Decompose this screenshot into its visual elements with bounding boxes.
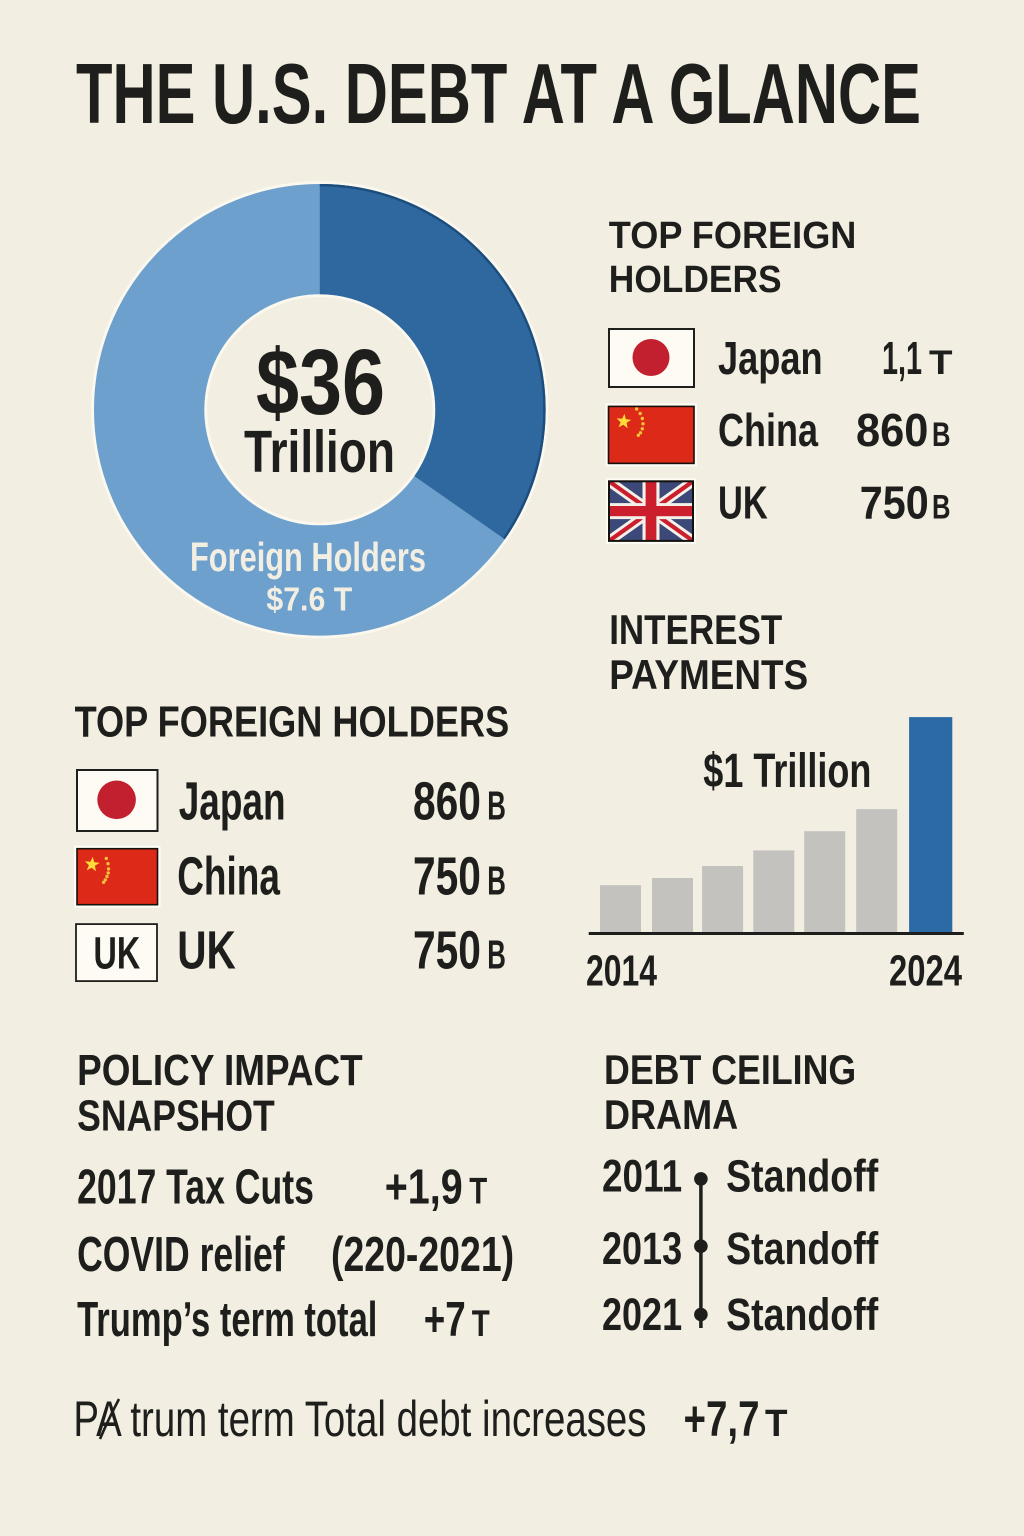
svg-text:POLICY IMPACT: POLICY IMPACT — [77, 1046, 363, 1095]
svg-text:2021: 2021 — [602, 1289, 682, 1340]
svg-text:750: 750 — [860, 477, 929, 529]
svg-text:B: B — [932, 416, 951, 454]
svg-text:China: China — [718, 404, 818, 456]
svg-text:$36: $36 — [256, 330, 385, 434]
svg-text:2013: 2013 — [602, 1223, 682, 1274]
svg-text:Japan: Japan — [718, 332, 823, 384]
svg-text:DRAMA: DRAMA — [604, 1091, 738, 1138]
svg-text:B: B — [932, 489, 951, 527]
svg-text:Japan: Japan — [179, 773, 286, 832]
svg-text:Trillion: Trillion — [244, 419, 395, 485]
svg-text:Foreign Holders: Foreign Holders — [190, 534, 426, 580]
svg-text:(220-2021): (220-2021) — [331, 1228, 514, 1282]
svg-text:860: 860 — [856, 404, 928, 456]
svg-text:THE U.S. DEBT AT A GLANCE: THE U.S. DEBT AT A GLANCE — [76, 47, 921, 142]
svg-text:UK: UK — [177, 921, 236, 980]
svg-text:+1,9: +1,9 — [385, 1161, 463, 1215]
svg-text:PA trum term Total debt increa: PA trum term Total debt increases — [73, 1391, 646, 1447]
svg-text:T: T — [765, 1403, 788, 1445]
svg-text:750: 750 — [413, 848, 481, 907]
svg-text:Standoff: Standoff — [726, 1150, 879, 1201]
svg-text:DEBT CEILING: DEBT CEILING — [604, 1046, 856, 1093]
svg-text:860: 860 — [413, 773, 481, 832]
svg-text:Trump’s term total: Trump’s term total — [77, 1293, 377, 1347]
svg-text:T: T — [472, 1303, 490, 1344]
svg-text:SNAPSHOT: SNAPSHOT — [77, 1091, 275, 1140]
svg-text:Standoff: Standoff — [726, 1289, 879, 1340]
svg-text:2017 Tax Cuts: 2017 Tax Cuts — [77, 1161, 314, 1215]
svg-text:2011: 2011 — [602, 1150, 682, 1201]
svg-text:+7,7: +7,7 — [684, 1391, 760, 1447]
svg-text:$1 Trillion: $1 Trillion — [703, 745, 871, 798]
svg-text:1,1: 1,1 — [882, 332, 922, 384]
svg-text:T: T — [469, 1171, 487, 1212]
svg-text:750: 750 — [413, 921, 481, 980]
svg-text:B: B — [487, 783, 506, 829]
svg-text:B: B — [487, 931, 506, 977]
svg-text:+7: +7 — [424, 1293, 466, 1347]
svg-text:T: T — [929, 344, 953, 382]
svg-text:2024: 2024 — [889, 946, 962, 995]
svg-text:2014: 2014 — [586, 946, 657, 995]
svg-text:China: China — [177, 848, 281, 907]
svg-text:INTEREST: INTEREST — [609, 606, 782, 653]
svg-text:TOP FOREIGN HOLDERS: TOP FOREIGN HOLDERS — [75, 697, 510, 746]
svg-text:Standoff: Standoff — [726, 1223, 879, 1274]
svg-text:UK: UK — [94, 928, 141, 979]
svg-text:B: B — [487, 858, 506, 904]
svg-text:UK: UK — [718, 477, 768, 529]
svg-text:COVID relief: COVID relief — [77, 1228, 285, 1282]
svg-text:HOLDERS: HOLDERS — [609, 259, 782, 301]
svg-text:TOP FOREIGN: TOP FOREIGN — [609, 215, 857, 257]
svg-text:PAYMENTS: PAYMENTS — [609, 651, 808, 698]
svg-text:$7.6 T: $7.6 T — [266, 581, 352, 618]
